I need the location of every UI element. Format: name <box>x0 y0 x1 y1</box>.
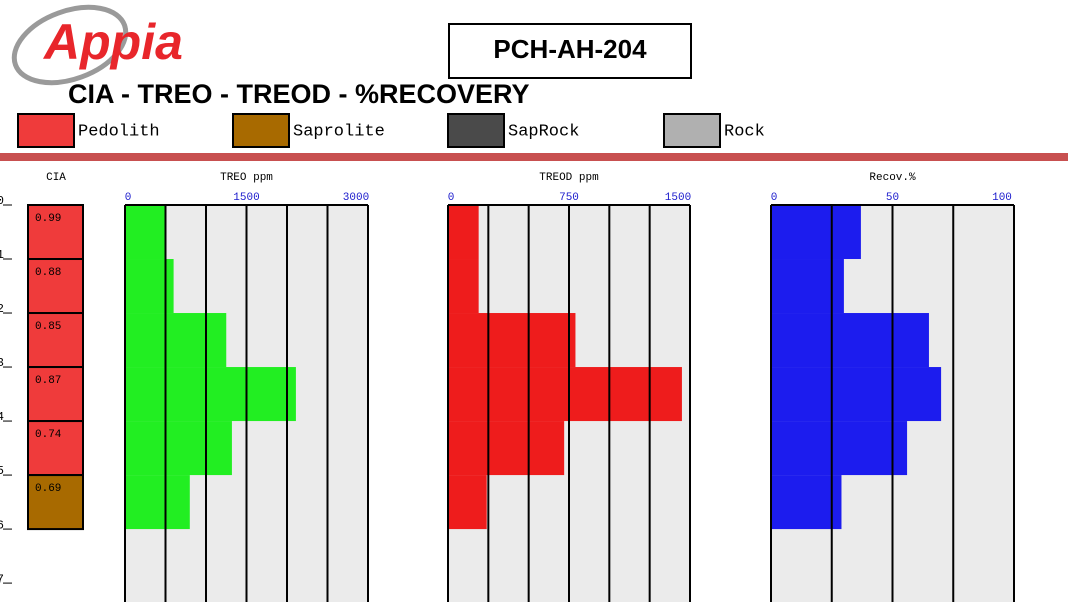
x-tick-label: 0 <box>771 192 778 204</box>
bar <box>771 367 942 422</box>
cia-box <box>27 204 84 261</box>
bar <box>448 421 565 476</box>
cia-value: 0.88 <box>35 267 61 279</box>
x-tick-label: 750 <box>559 192 579 204</box>
cia-box <box>27 258 84 315</box>
legend-swatch <box>447 113 505 148</box>
cia-value: 0.74 <box>35 429 62 441</box>
bar <box>771 421 908 476</box>
bar <box>448 475 487 530</box>
cia-box <box>27 474 84 531</box>
bar <box>125 475 190 530</box>
logo: Appia <box>42 14 183 70</box>
x-tick-label: 1500 <box>665 192 691 204</box>
cia-box <box>27 366 84 423</box>
legend-label: Saprolite <box>293 122 385 141</box>
hole-id-box <box>448 23 692 79</box>
depth-tick-label: 3 <box>0 356 4 370</box>
hole-id: PCH-AH-204 <box>493 34 647 64</box>
depth-tick-label: 4 <box>0 410 4 424</box>
x-tick-label: 0 <box>448 192 455 204</box>
bar <box>448 313 576 368</box>
legend-label: Pedolith <box>78 122 160 141</box>
title: CIA - TREO - TREOD - %RECOVERY <box>68 79 530 109</box>
bar <box>771 205 861 260</box>
depth-tick-label: 2 <box>0 302 4 316</box>
cia-title: CIA <box>46 172 66 184</box>
bar <box>125 205 166 260</box>
legend-swatch <box>232 113 290 148</box>
bar <box>771 475 842 530</box>
depth-tick-label: 7 <box>0 572 4 586</box>
x-tick-label: 100 <box>992 192 1012 204</box>
panel-title: Recov.% <box>869 172 916 184</box>
cia-value: 0.87 <box>35 375 61 387</box>
legend-label: SapRock <box>508 122 579 141</box>
legend-label: Rock <box>724 122 765 141</box>
bar <box>125 313 227 368</box>
legend-swatch <box>17 113 75 148</box>
depth-tick-label: 0 <box>0 194 4 208</box>
bar <box>771 259 844 314</box>
bar <box>125 421 232 476</box>
cia-value: 0.85 <box>35 321 61 333</box>
bar <box>448 205 479 260</box>
x-tick-label: 3000 <box>343 192 369 204</box>
legend-swatch <box>663 113 721 148</box>
x-tick-label: 0 <box>125 192 132 204</box>
cia-box <box>27 312 84 369</box>
bar <box>771 313 929 368</box>
bar <box>448 259 479 314</box>
bar <box>125 367 296 422</box>
depth-tick-label: 6 <box>0 518 4 532</box>
bar <box>448 367 682 422</box>
x-tick-label: 1500 <box>233 192 259 204</box>
x-tick-label: 50 <box>886 192 899 204</box>
depth-tick-label: 1 <box>0 248 4 262</box>
panel-title: TREO ppm <box>220 172 273 184</box>
divider <box>0 153 1068 161</box>
cia-box <box>27 420 84 477</box>
depth-tick-label: 5 <box>0 464 4 478</box>
cia-value: 0.99 <box>35 213 61 225</box>
panel-title: TREOD ppm <box>539 172 599 184</box>
cia-value: 0.69 <box>35 483 61 495</box>
logo-swoosh <box>11 4 129 86</box>
